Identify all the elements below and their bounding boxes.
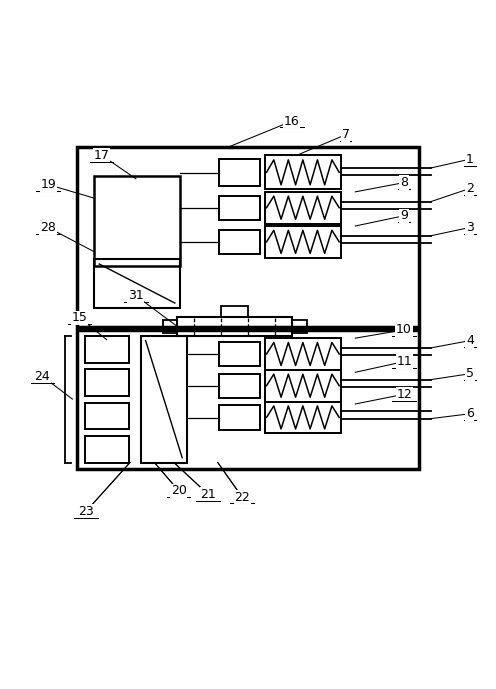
Bar [163, 320, 177, 333]
Bar [219, 373, 260, 398]
Bar [219, 342, 260, 367]
Text: 8: 8 [400, 176, 408, 189]
Text: 23: 23 [78, 505, 94, 517]
Bar [77, 330, 419, 469]
Bar [77, 147, 419, 327]
Bar [94, 259, 180, 308]
Bar [265, 402, 341, 433]
Bar [221, 306, 248, 317]
Text: 9: 9 [400, 209, 408, 223]
Bar [292, 320, 307, 333]
Bar [219, 230, 260, 254]
Bar [85, 336, 128, 363]
Bar [265, 370, 341, 402]
Text: 11: 11 [396, 355, 412, 368]
Text: 22: 22 [234, 491, 250, 504]
Text: 4: 4 [466, 334, 474, 347]
Bar [265, 192, 341, 223]
Text: 20: 20 [171, 484, 186, 497]
Text: 15: 15 [72, 311, 88, 325]
Text: 21: 21 [200, 488, 216, 501]
Text: 2: 2 [466, 182, 474, 195]
Bar [85, 435, 128, 462]
Text: 10: 10 [396, 323, 412, 336]
Text: 12: 12 [396, 388, 412, 401]
Text: 28: 28 [40, 221, 56, 234]
Bar [177, 317, 292, 336]
Bar [94, 176, 180, 267]
Bar [85, 369, 128, 396]
Text: 31: 31 [128, 289, 144, 302]
Text: 1: 1 [466, 153, 474, 165]
Text: 16: 16 [284, 114, 300, 127]
Bar [265, 155, 341, 189]
Text: 7: 7 [342, 128, 350, 141]
Bar [219, 196, 260, 220]
Bar [85, 402, 128, 429]
Bar [219, 405, 260, 430]
Bar [219, 159, 260, 186]
Bar [265, 226, 341, 258]
Bar [265, 338, 341, 370]
Text: 3: 3 [466, 221, 474, 234]
Text: 19: 19 [40, 178, 56, 191]
Text: 17: 17 [94, 149, 110, 162]
Text: 5: 5 [466, 367, 474, 380]
Text: 24: 24 [34, 370, 50, 382]
Text: 6: 6 [466, 407, 474, 420]
Bar [141, 336, 187, 462]
